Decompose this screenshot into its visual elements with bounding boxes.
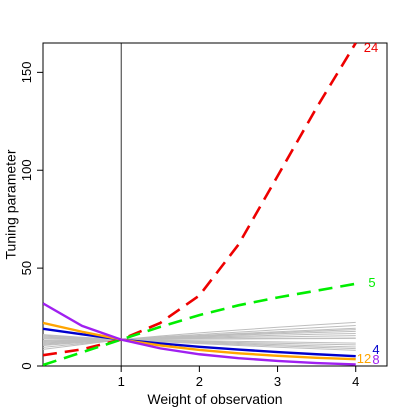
x-tick-label: 4 bbox=[352, 374, 359, 389]
y-tick-label: 100 bbox=[19, 159, 34, 181]
series-end-label-24: 24 bbox=[364, 40, 378, 55]
series-end-labels: 24 5 412 8 bbox=[357, 40, 380, 367]
series-line-8 bbox=[43, 302, 356, 366]
background-series-line bbox=[43, 324, 356, 348]
x-tick-label: 3 bbox=[274, 374, 281, 389]
background-series-line bbox=[43, 334, 356, 351]
series-line-5 bbox=[43, 282, 356, 366]
series-end-label-4: 4 bbox=[372, 342, 379, 357]
x-axis-title: Weight of observation bbox=[147, 391, 282, 407]
series-line-12 bbox=[43, 321, 356, 361]
series-line-24 bbox=[43, 43, 357, 357]
series-end-label-8: 8 bbox=[372, 352, 379, 367]
x-tick-label: 2 bbox=[196, 374, 203, 389]
x-axis: 1 2 3 4 bbox=[118, 366, 359, 389]
y-tick-label: 50 bbox=[19, 261, 34, 275]
background-series-line bbox=[43, 337, 356, 341]
plot-area: 24 5 412 8 bbox=[42, 40, 388, 367]
series-end-label-5: 5 bbox=[368, 275, 375, 290]
series-line-4 bbox=[43, 327, 356, 358]
series-end-label-12: 12 bbox=[357, 351, 371, 366]
plot-frame bbox=[42, 42, 388, 367]
y-tick-label: 0 bbox=[19, 362, 34, 369]
x-tick-label: 1 bbox=[118, 374, 125, 389]
background-series-line bbox=[43, 321, 356, 350]
y-axis-title: Tuning parameter bbox=[3, 149, 19, 259]
y-tick-label: 150 bbox=[19, 62, 34, 84]
y-axis: 0 50 100 150 bbox=[19, 62, 43, 370]
highlighted-series-group bbox=[43, 43, 357, 366]
background-series-group bbox=[43, 321, 356, 351]
